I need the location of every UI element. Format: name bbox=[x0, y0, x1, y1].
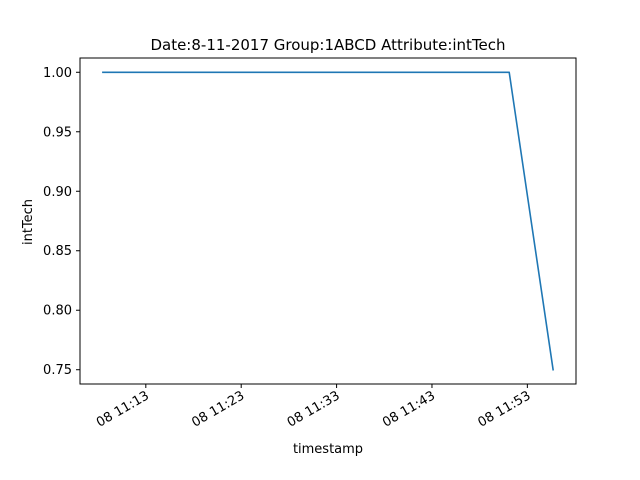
x-tick-label-1: 08 11:23 bbox=[189, 388, 247, 430]
y-tick-label-3: 0.90 bbox=[43, 185, 72, 200]
y-axis-label: intTech bbox=[21, 199, 36, 245]
x-tick-label-0: 08 11:13 bbox=[94, 388, 152, 430]
plot-area: 0.75 0.80 0.85 0.90 0.95 1.00 08 11:13 08 11:23… bbox=[43, 57, 577, 431]
x-tick-label-2: 08 11:33 bbox=[285, 388, 343, 430]
y-tick-label-5: 1.00 bbox=[43, 66, 72, 81]
chart-title: Date:8-11-2017 Group:1ABCD Attribute:int… bbox=[150, 36, 505, 54]
y-tick-label-4: 0.95 bbox=[43, 125, 72, 140]
y-tick-label-1: 0.80 bbox=[43, 304, 72, 319]
x-tick-label-4: 08 11:53 bbox=[476, 388, 534, 430]
y-tick-label-0: 0.75 bbox=[43, 363, 72, 378]
plot-frame bbox=[79, 57, 577, 385]
x-axis-label: timestamp bbox=[293, 442, 363, 457]
y-tick-label-2: 0.85 bbox=[43, 244, 72, 259]
series-line-0 bbox=[102, 71, 555, 371]
x-tick-label-3: 08 11:43 bbox=[380, 388, 438, 430]
